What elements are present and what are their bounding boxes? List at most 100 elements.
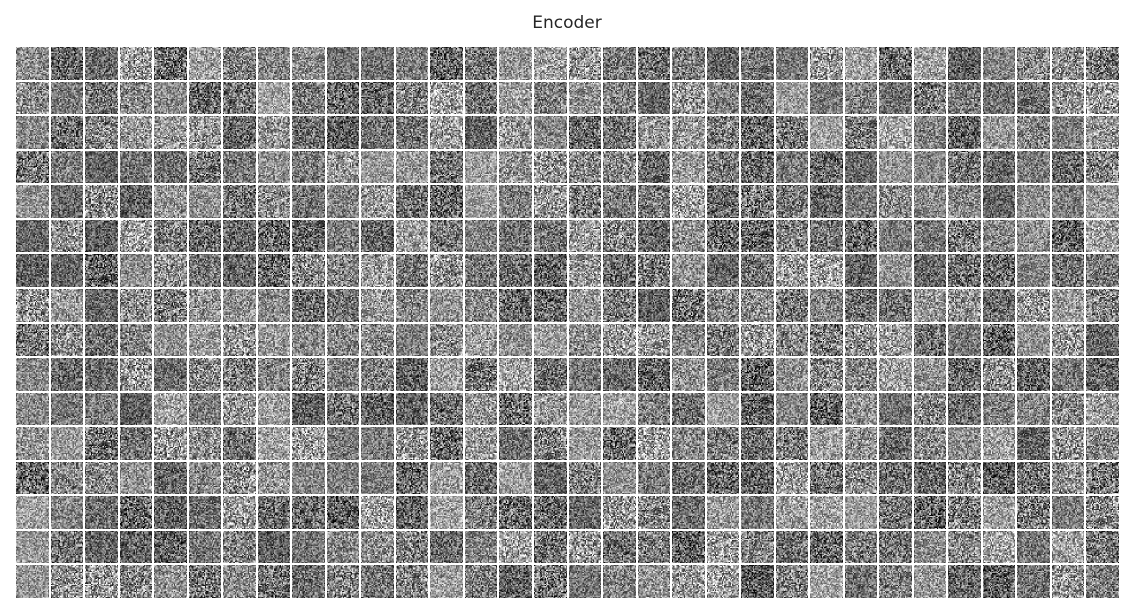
filter-tile [810, 254, 843, 287]
filter-tile [1017, 358, 1050, 391]
filter-tile [188, 219, 222, 253]
filter-tile [1051, 392, 1085, 426]
filter-tile [706, 288, 740, 322]
filter-tile [395, 392, 429, 426]
filter-tile [361, 530, 394, 564]
filter-tile [741, 565, 774, 598]
filter-tile [533, 219, 567, 253]
filter-tile [50, 530, 84, 564]
filter-tile [533, 81, 567, 115]
filter-tile [1051, 185, 1085, 218]
filter-tile [568, 392, 602, 426]
filter-tile [188, 185, 222, 218]
filter-tile [292, 150, 325, 184]
filter-tile [672, 358, 705, 391]
filter-tile [16, 81, 49, 115]
filter-tile [257, 185, 291, 218]
filter-tile [1086, 116, 1119, 149]
filter-tile [706, 461, 740, 495]
filter-tile [499, 392, 532, 426]
filter-tile [672, 185, 705, 218]
filter-tile [1051, 358, 1085, 391]
filter-tile [361, 565, 394, 598]
filter-tile [637, 323, 671, 357]
filter-tile [982, 461, 1016, 495]
filter-tile [85, 185, 118, 218]
filter-tile [292, 461, 325, 495]
filter-tile [603, 323, 636, 357]
filter-tile [50, 81, 84, 115]
filter-tile [568, 81, 602, 115]
filter-tile [568, 427, 602, 460]
filter-tile [292, 530, 325, 564]
filter-tile [775, 254, 809, 287]
filter-tile [913, 530, 947, 564]
filter-tile [948, 323, 981, 357]
filter-tile [499, 185, 532, 218]
filter-tile [637, 150, 671, 184]
filter-tile [775, 116, 809, 149]
filter-tile [188, 461, 222, 495]
filter-tile [810, 427, 843, 460]
filter-tile [844, 185, 878, 218]
filter-tile [568, 565, 602, 598]
filter-tile [948, 254, 981, 287]
filter-tile [464, 288, 498, 322]
filter-tile [672, 254, 705, 287]
filter-tile [810, 358, 843, 391]
filter-tile [292, 288, 325, 322]
filter-tile [430, 185, 463, 218]
filter-tile [1017, 392, 1050, 426]
filter-tile [16, 427, 49, 460]
filter-tile [223, 150, 256, 184]
filter-tile [16, 288, 49, 322]
filter-tile [637, 427, 671, 460]
filter-tile [1017, 185, 1050, 218]
filter-tile [706, 530, 740, 564]
filter-tile [395, 116, 429, 149]
filter-tile [948, 358, 981, 391]
filter-tile [292, 254, 325, 287]
filter-tile [637, 47, 671, 80]
filter-tile [741, 254, 774, 287]
filter-tile [188, 81, 222, 115]
filter-tile [637, 530, 671, 564]
filter-tile [810, 496, 843, 529]
filter-tile [879, 530, 912, 564]
filter-tile [395, 323, 429, 357]
filter-tile [879, 254, 912, 287]
filter-tile [257, 288, 291, 322]
filter-tile [844, 323, 878, 357]
filter-tile [292, 565, 325, 598]
filter-tile [672, 81, 705, 115]
filter-tile [1051, 219, 1085, 253]
filter-tile [810, 150, 843, 184]
filter-tile [844, 116, 878, 149]
filter-tile [844, 150, 878, 184]
filter-tile [568, 47, 602, 80]
filter-tile [292, 116, 325, 149]
filter-tile [85, 427, 118, 460]
filter-tile [257, 392, 291, 426]
filter-tile [810, 219, 843, 253]
filter-tile [16, 323, 49, 357]
filter-tile [119, 116, 153, 149]
filter-tile [775, 565, 809, 598]
filter-tile [154, 530, 187, 564]
filter-tile [706, 47, 740, 80]
filter-tile [16, 392, 49, 426]
filter-tile [464, 427, 498, 460]
filter-tile [982, 219, 1016, 253]
filter-tile [672, 427, 705, 460]
filter-tile [257, 116, 291, 149]
filter-tile [16, 496, 49, 529]
filter-tile [395, 461, 429, 495]
filter-tile [844, 358, 878, 391]
filter-tile [16, 530, 49, 564]
filter-tile [637, 219, 671, 253]
filter-tile [1017, 254, 1050, 287]
filter-tile [257, 47, 291, 80]
filter-tile [361, 358, 394, 391]
filter-tile [16, 358, 49, 391]
filter-tile [499, 358, 532, 391]
